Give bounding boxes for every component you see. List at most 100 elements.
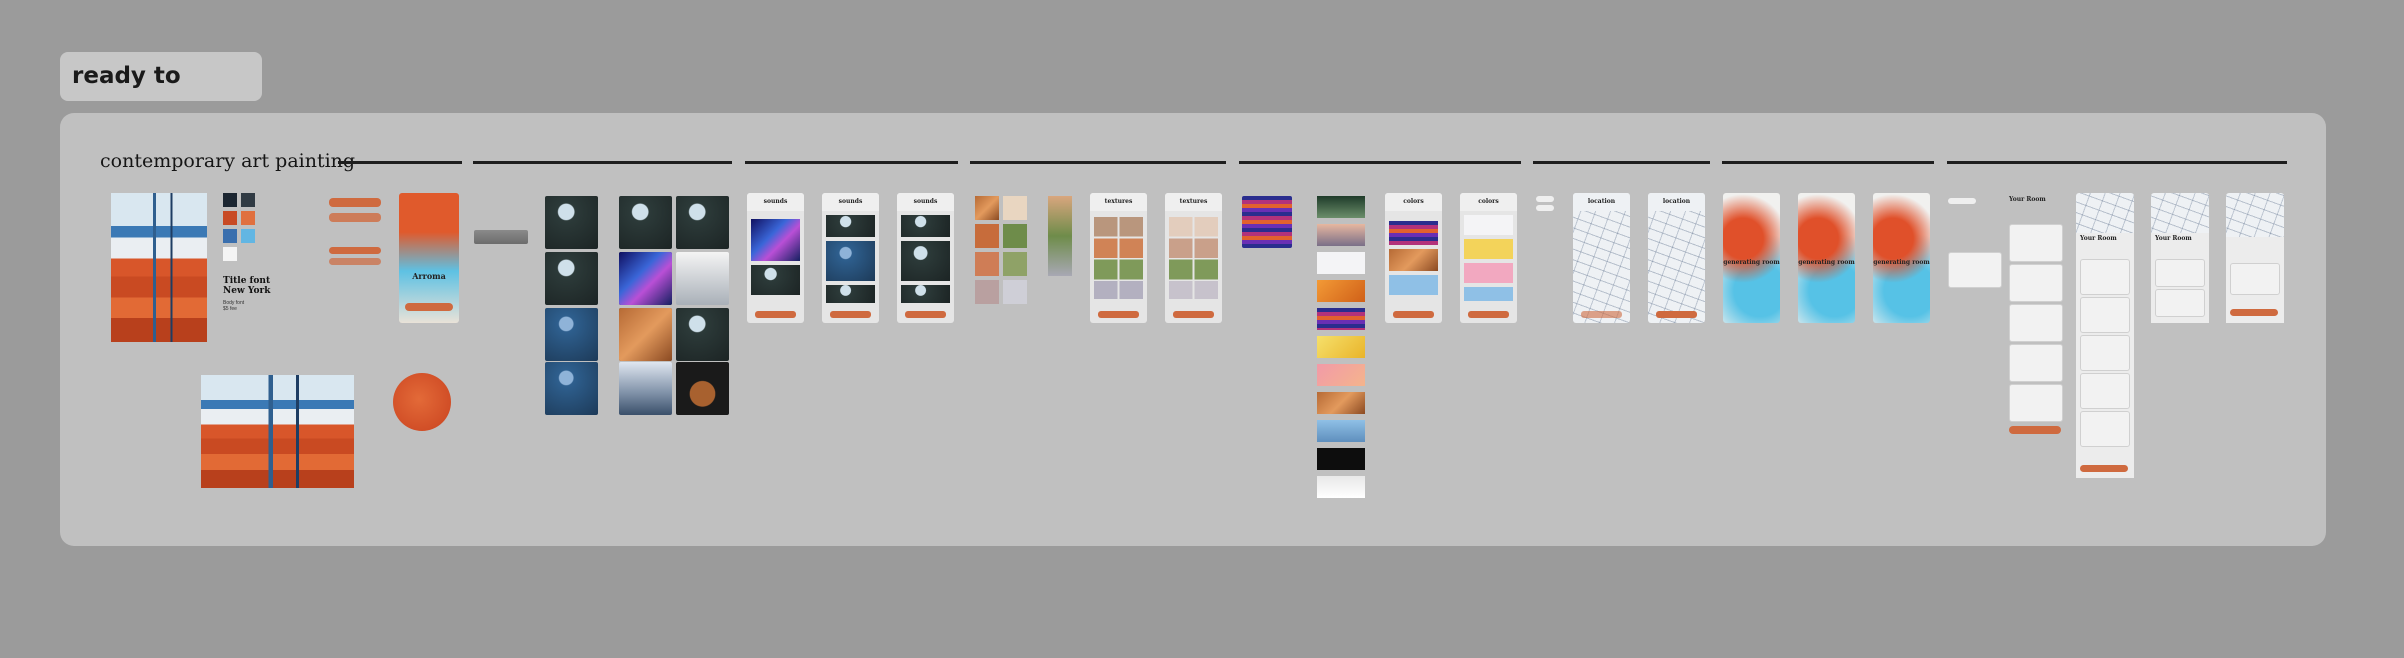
- color-tile[interactable]: [1317, 392, 1365, 414]
- texture-tile[interactable]: [1003, 280, 1027, 304]
- sound-tile[interactable]: [676, 308, 729, 361]
- sound-tile[interactable]: [826, 285, 875, 303]
- sound-tile[interactable]: [751, 265, 800, 295]
- sound-tile[interactable]: [901, 241, 950, 281]
- color-tile[interactable]: [1464, 239, 1513, 259]
- sound-tile[interactable]: [619, 252, 672, 305]
- control-pill[interactable]: [1536, 205, 1554, 211]
- generating-screen: generating room: [1873, 193, 1930, 323]
- texture-grid: [975, 196, 1030, 304]
- color-tile[interactable]: [1317, 448, 1365, 470]
- texture-tile[interactable]: [1003, 252, 1027, 276]
- sound-tile[interactable]: [751, 219, 800, 261]
- swatch: [241, 193, 255, 207]
- continue-button[interactable]: [405, 303, 453, 311]
- sound-tile[interactable]: [676, 252, 729, 305]
- color-tile[interactable]: [1317, 280, 1365, 302]
- color-tile[interactable]: [1389, 221, 1438, 245]
- sound-tile[interactable]: [545, 308, 598, 361]
- tour-chip[interactable]: [1948, 198, 1976, 204]
- body-font-value: $5 fee: [223, 306, 237, 312]
- sound-tile[interactable]: [619, 196, 672, 249]
- screen-title: textures: [1090, 193, 1147, 211]
- artwork-image-large: [201, 375, 354, 488]
- location-screen: location: [1573, 193, 1630, 323]
- generating-screen: generating room: [1723, 193, 1780, 323]
- control-pill[interactable]: [1536, 196, 1554, 202]
- tour-card: [2009, 264, 2063, 302]
- continue-button[interactable]: [1393, 311, 1434, 318]
- sound-tile[interactable]: [901, 215, 950, 237]
- color-tile[interactable]: [1317, 420, 1365, 442]
- sound-tile[interactable]: [619, 362, 672, 415]
- texture-tile[interactable]: [975, 196, 999, 220]
- font-title: Title font: [223, 276, 271, 286]
- screen-title: location: [1573, 193, 1630, 211]
- sound-tile[interactable]: [676, 196, 729, 249]
- button-sample: [329, 198, 381, 207]
- continue-button[interactable]: [830, 311, 871, 318]
- color-tile[interactable]: [1317, 308, 1365, 330]
- color-tile[interactable]: [1464, 263, 1513, 283]
- color-tile[interactable]: [1389, 249, 1438, 271]
- tour-card: [2009, 224, 2063, 262]
- texture-tile[interactable]: [975, 224, 999, 248]
- texture-grid[interactable]: [1169, 217, 1218, 299]
- color-tile[interactable]: [1464, 215, 1513, 235]
- color-tile[interactable]: [1317, 252, 1365, 274]
- generate-button[interactable]: [2080, 465, 2128, 472]
- continue-button[interactable]: [1098, 311, 1139, 318]
- sound-tile[interactable]: [545, 362, 598, 415]
- continue-button[interactable]: [1656, 311, 1697, 318]
- color-tile[interactable]: [1317, 196, 1365, 218]
- sound-tile[interactable]: [826, 215, 875, 237]
- font-sample: Title font New York: [223, 276, 270, 296]
- screen-title: textures: [1165, 193, 1222, 211]
- body-font-label: Body font: [223, 300, 245, 306]
- color-tile[interactable]: [1389, 275, 1438, 295]
- gradient-bar: [474, 230, 528, 244]
- sounds-screen: sounds: [822, 193, 879, 323]
- color-tile[interactable]: [1317, 224, 1365, 246]
- button-sample: [329, 213, 381, 222]
- screen-title: colors: [1460, 193, 1517, 211]
- texture-tile[interactable]: [1003, 196, 1027, 220]
- tour-card: [2080, 411, 2130, 447]
- generate-button[interactable]: [2230, 309, 2278, 316]
- button-sample: [329, 258, 381, 265]
- continue-button[interactable]: [905, 311, 946, 318]
- color-tile[interactable]: [1464, 287, 1513, 301]
- continue-button[interactable]: [755, 311, 796, 318]
- sound-tile[interactable]: [545, 196, 598, 249]
- sound-tile[interactable]: [545, 252, 598, 305]
- color-tile[interactable]: [1317, 364, 1365, 386]
- textures-screen: textures: [1165, 193, 1222, 323]
- continue-button[interactable]: [1581, 311, 1622, 318]
- tour-card: [2155, 259, 2205, 287]
- sound-tile[interactable]: [826, 241, 875, 281]
- button-sample: [329, 247, 381, 254]
- color-tile[interactable]: [1317, 476, 1365, 498]
- continue-button[interactable]: [1173, 311, 1214, 318]
- texture-tile[interactable]: [975, 252, 999, 276]
- tour-card: [2080, 373, 2130, 409]
- color-tile[interactable]: [1317, 336, 1365, 358]
- swatch: [223, 229, 237, 243]
- generating-label: generating room: [1723, 259, 1780, 266]
- tour-card: [2080, 297, 2130, 333]
- texture-tile[interactable]: [1003, 224, 1027, 248]
- color-tile[interactable]: [1242, 196, 1292, 248]
- section-title: contemporary art painting: [100, 150, 356, 172]
- sound-tile[interactable]: [676, 362, 729, 415]
- tour-card: [2080, 259, 2130, 295]
- generate-button[interactable]: [2009, 426, 2061, 434]
- section-rule: [338, 161, 462, 164]
- sound-tile[interactable]: [901, 285, 950, 303]
- section-rule: [970, 161, 1226, 164]
- continue-button[interactable]: [1468, 311, 1509, 318]
- texture-tile[interactable]: [975, 280, 999, 304]
- sound-tile[interactable]: [619, 308, 672, 361]
- screen-title: sounds: [897, 193, 954, 211]
- texture-grid[interactable]: [1094, 217, 1143, 299]
- section-rule: [1947, 161, 2287, 164]
